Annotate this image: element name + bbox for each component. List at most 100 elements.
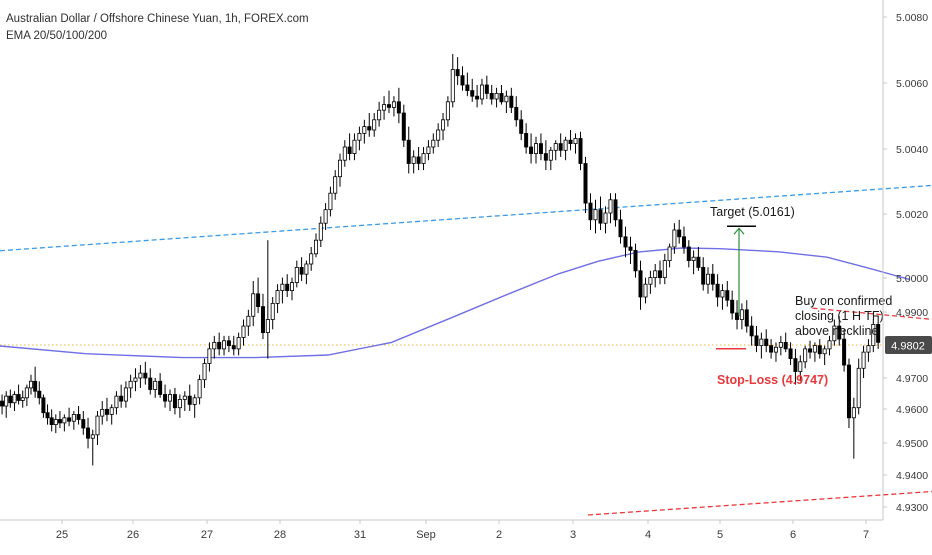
candle: [197, 374, 202, 405]
candle: [730, 290, 735, 320]
candle-body: [460, 75, 465, 86]
target-label: Target (5.0161): [710, 205, 795, 219]
candle: [352, 133, 357, 161]
time-tick-label: 31: [354, 529, 366, 541]
candle: [0, 394, 5, 415]
candle-body: [682, 236, 687, 248]
candle-body: [686, 246, 691, 261]
candle-body: [677, 229, 682, 238]
candle: [691, 250, 696, 275]
candle: [460, 66, 465, 91]
candle-body: [534, 143, 539, 155]
candle: [764, 329, 769, 353]
candle: [514, 96, 519, 127]
candle: [123, 381, 128, 408]
candle-body: [421, 153, 426, 164]
candle: [217, 332, 222, 356]
candle: [783, 332, 788, 353]
candle: [715, 274, 720, 307]
candle: [720, 284, 725, 310]
candle-body: [851, 407, 856, 419]
candle-body: [691, 256, 696, 262]
candle: [318, 216, 323, 247]
candle-body: [256, 293, 261, 307]
candle: [246, 309, 251, 336]
candle: [342, 140, 347, 167]
candle-body: [67, 417, 72, 422]
candle-body: [163, 394, 168, 402]
candle: [749, 316, 754, 346]
time-tick-label: 5: [717, 529, 723, 541]
candle-body: [538, 143, 543, 155]
candle: [827, 335, 832, 356]
candle: [633, 243, 638, 278]
indicator-legend[interactable]: EMA 20/50/100/200: [6, 30, 108, 42]
candle-body: [0, 400, 5, 407]
candle: [187, 384, 192, 411]
candle: [104, 397, 109, 422]
candle: [744, 300, 749, 333]
candle-body: [222, 340, 227, 350]
time-axis-ticks[interactable]: 25 26 27 28 31 Sep 2 3 4 5 6 7: [56, 520, 869, 541]
candle-body: [876, 324, 881, 343]
price-axis-ticks[interactable]: 5.0080 5.0060 5.0040 5.0020 5.0000 4.9900 4.97…: [883, 12, 928, 514]
candle-body: [37, 390, 42, 399]
candle-body: [172, 394, 177, 409]
candle: [71, 411, 76, 430]
candle-body: [706, 273, 711, 285]
candle: [494, 87, 499, 108]
note-line-1: Buy on confirmed: [795, 294, 892, 308]
candle: [86, 417, 91, 449]
symbol-title[interactable]: Australian Dollar / Offshore Chinese Yua…: [6, 13, 309, 25]
candle: [524, 123, 529, 154]
candle-body: [764, 338, 769, 347]
candle: [470, 78, 475, 102]
candle: [81, 411, 86, 435]
candle-body: [16, 394, 21, 401]
candle-body: [720, 290, 725, 298]
candle-body: [182, 395, 187, 400]
candle: [851, 397, 856, 459]
candle: [377, 101, 382, 127]
candle: [603, 206, 608, 234]
candle: [12, 391, 17, 411]
candle-body: [773, 346, 778, 353]
candle-body: [618, 219, 623, 238]
candle: [598, 196, 603, 230]
candle-body: [231, 345, 236, 350]
candle: [406, 126, 411, 174]
candle-body: [568, 139, 573, 144]
candle: [182, 391, 187, 411]
candle-body: [812, 345, 817, 353]
candle-body: [357, 132, 362, 141]
candle-body: [260, 306, 265, 333]
candle-body: [49, 417, 54, 425]
candle: [202, 358, 207, 388]
candle: [455, 57, 460, 85]
candle-body: [701, 266, 706, 285]
candle: [842, 329, 847, 372]
candle: [143, 361, 148, 385]
candle: [53, 414, 58, 434]
candle: [667, 243, 672, 268]
candle: [333, 170, 338, 200]
candle-body: [608, 199, 613, 214]
candle-body: [95, 415, 100, 436]
candle: [347, 133, 352, 161]
candle: [759, 332, 764, 359]
candle: [643, 277, 648, 304]
current-price-badge: 4.9802: [885, 336, 932, 354]
candle-body: [212, 341, 217, 350]
candle-body: [842, 338, 847, 366]
candle: [798, 355, 803, 382]
candle: [548, 147, 553, 171]
candle-body: [123, 387, 128, 402]
note-line-2: closing (1 H TF): [795, 309, 884, 323]
candle: [710, 264, 715, 291]
candle-body: [754, 335, 759, 347]
candles-group: [0, 54, 881, 466]
candle: [299, 257, 304, 281]
candle: [735, 300, 740, 330]
time-tick-label: 3: [570, 529, 576, 541]
